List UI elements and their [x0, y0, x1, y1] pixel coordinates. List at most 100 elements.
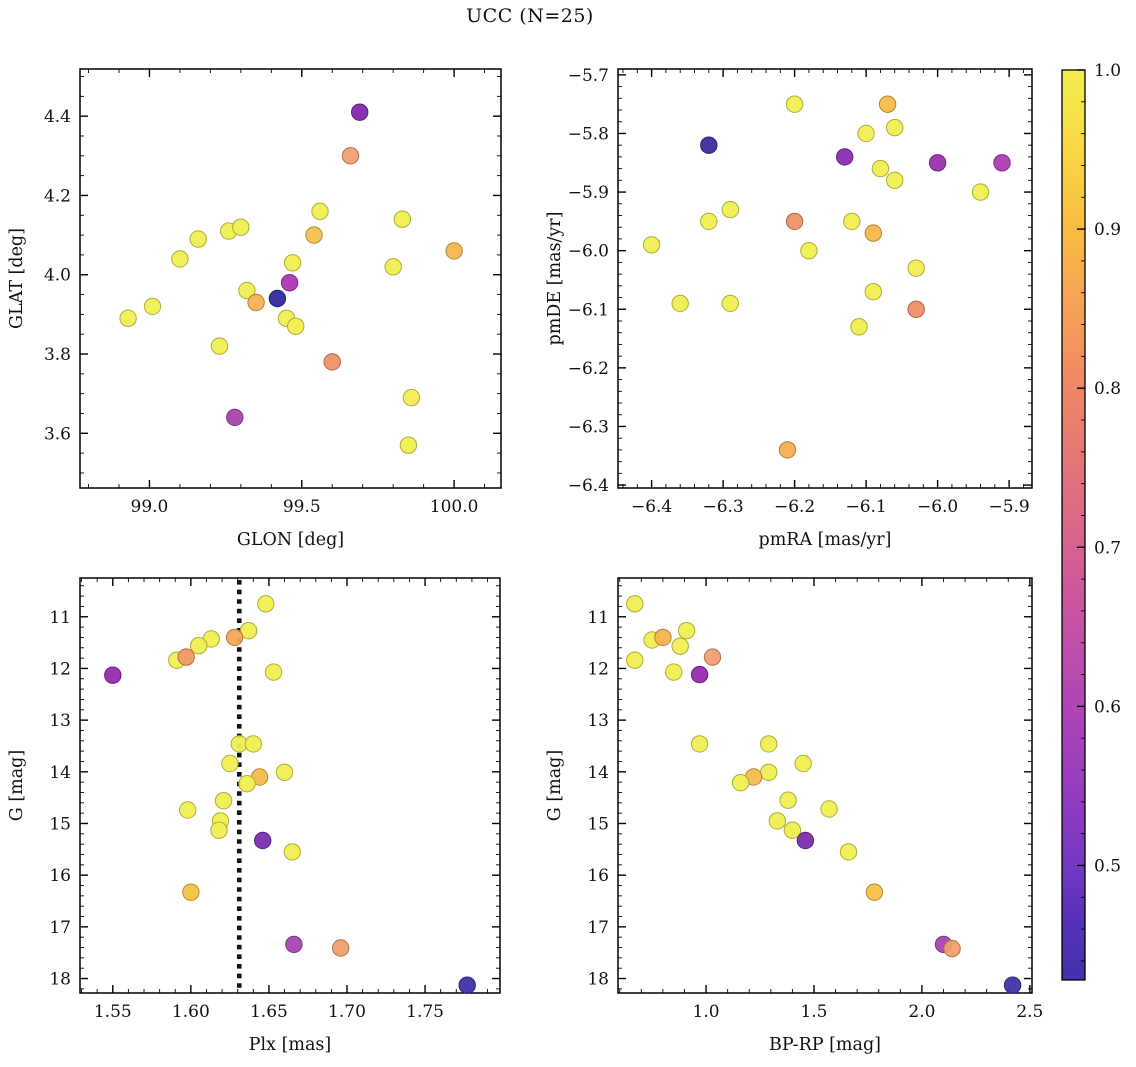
data-point — [731, 774, 750, 792]
data-point — [254, 831, 272, 850]
y-tick-label: 15 — [49, 814, 71, 834]
data-point — [244, 735, 263, 753]
data-point — [928, 154, 947, 172]
x-tick-label: 1.5 — [800, 1002, 827, 1022]
data-point — [857, 124, 875, 143]
x-tick-label: −6.4 — [631, 497, 672, 517]
data-point — [836, 148, 854, 166]
colorbar-tick-label: 0.5 — [1094, 856, 1121, 876]
x-tick-label: −6.1 — [845, 497, 886, 517]
y-tick-label: 3.6 — [44, 424, 71, 444]
y-tick-label: 12 — [49, 659, 71, 679]
data-point — [268, 289, 287, 308]
y-tick-label: 17 — [49, 918, 71, 938]
x-tick-label: −5.9 — [988, 497, 1029, 517]
y-tick-label: 11 — [49, 608, 71, 628]
data-point — [864, 224, 882, 242]
data-point — [275, 763, 294, 781]
data-point — [843, 212, 861, 231]
data-point — [399, 436, 418, 454]
x-tick-label: 99.5 — [283, 497, 321, 517]
axes-frame — [79, 577, 501, 994]
x-axis-label: BP-RP [mag] — [769, 1035, 881, 1055]
x-tick-label: 1.60 — [172, 1002, 210, 1022]
scatter-points — [119, 103, 463, 454]
data-point — [171, 250, 189, 268]
y-tick-label: 4.0 — [44, 266, 71, 286]
data-point — [779, 791, 797, 809]
data-point — [311, 202, 329, 221]
tick-marks — [80, 69, 501, 488]
y-tick-label: −5.9 — [568, 183, 609, 203]
data-point — [247, 293, 265, 312]
x-tick-label: −6.2 — [774, 497, 815, 517]
data-point — [700, 212, 718, 231]
data-point — [943, 939, 961, 958]
data-point — [820, 800, 838, 818]
data-point — [768, 812, 786, 830]
colorbar-tick-label: 0.6 — [1094, 697, 1121, 717]
data-point — [721, 294, 739, 313]
data-point — [283, 254, 302, 272]
data-point — [700, 136, 718, 154]
x-axis-label: Plx [mas] — [249, 1035, 331, 1055]
data-point — [210, 337, 229, 355]
y-tick-label: −6.4 — [568, 476, 609, 496]
x-tick-label: −6.0 — [917, 497, 958, 517]
data-point — [283, 843, 301, 861]
data-point — [458, 976, 476, 994]
data-point — [703, 648, 722, 666]
data-point — [341, 147, 360, 165]
y-tick-label: −6.3 — [568, 417, 609, 437]
data-point — [393, 210, 411, 228]
tick-marks — [80, 578, 500, 993]
data-point — [257, 595, 275, 613]
data-point — [864, 283, 882, 301]
data-point — [238, 775, 256, 793]
data-point — [226, 408, 244, 427]
x-tick-label: 99.0 — [131, 497, 169, 517]
data-point — [210, 821, 228, 839]
y-axis-label: G [mag] — [7, 750, 27, 821]
x-tick-label: 1.65 — [250, 1002, 288, 1022]
data-point — [760, 763, 778, 781]
data-point — [794, 754, 812, 773]
tick-marks — [618, 69, 1032, 488]
scatter-points — [104, 595, 476, 994]
x-tick-label: 1.55 — [94, 1002, 132, 1022]
data-point — [677, 622, 696, 640]
y-tick-label: −6.0 — [568, 242, 609, 262]
data-point — [182, 883, 200, 901]
y-tick-label: 4.2 — [44, 186, 71, 206]
panel-bprp-g: 1.0 1.5 2.0 2.5 11 12 13 14 15 16 17 18 BP-RP [mag] G… — [545, 577, 1043, 1055]
scatter-points — [642, 95, 1011, 459]
colorbar-tick-label: 1.0 — [1094, 61, 1121, 81]
y-tick-label: 18 — [587, 970, 609, 990]
x-tick-label: 1.75 — [406, 1002, 444, 1022]
data-point — [190, 637, 208, 655]
data-point — [886, 171, 904, 190]
data-point — [285, 935, 303, 954]
x-tick-label: 1.0 — [693, 1002, 720, 1022]
y-tick-label: 17 — [587, 918, 609, 938]
y-tick-label: 14 — [587, 763, 609, 783]
data-point — [785, 95, 804, 113]
x-axis-label: pmRA [mas/yr] — [759, 530, 892, 550]
x-tick-label: 2.0 — [908, 1002, 935, 1022]
data-point — [177, 648, 195, 666]
axes-frame — [617, 68, 1033, 489]
y-tick-label: 12 — [587, 659, 609, 679]
data-point — [721, 200, 739, 219]
data-point — [232, 218, 250, 236]
data-point — [642, 236, 661, 254]
data-point — [287, 317, 305, 335]
data-point — [179, 801, 197, 819]
y-tick-label: 16 — [587, 866, 609, 886]
data-point — [671, 294, 689, 313]
y-tick-label: −6.2 — [568, 359, 609, 379]
y-tick-label: 14 — [49, 763, 71, 783]
data-point — [760, 735, 778, 753]
data-point — [907, 259, 925, 277]
data-point — [971, 183, 990, 201]
data-point — [993, 154, 1011, 172]
